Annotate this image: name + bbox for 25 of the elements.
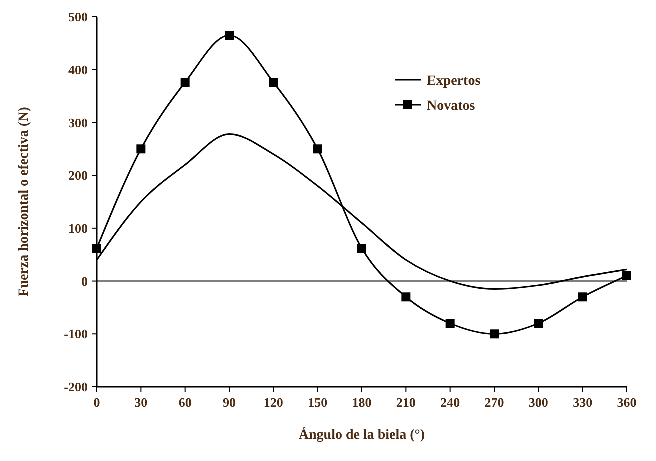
x-axis-title: Ángulo de la biela (°): [298, 426, 426, 443]
x-tick-label: 360: [617, 395, 637, 410]
y-tick-label: -200: [64, 380, 88, 395]
x-tick-label: 330: [573, 395, 593, 410]
y-tick-label: 500: [68, 10, 88, 25]
y-axis-title: Fuerza horizontal o efectiva (N): [17, 106, 32, 297]
y-tick-label: 200: [68, 168, 88, 184]
y-tick-label: 300: [68, 115, 88, 130]
x-tick-label: 150: [308, 395, 328, 410]
x-tick-label: 60: [178, 395, 192, 410]
x-tick-label: 180: [352, 395, 372, 410]
x-tick-label: 0: [94, 395, 100, 410]
y-tick-label: 0: [82, 274, 88, 289]
x-tick-label: 210: [396, 395, 416, 410]
x-tick-label: 120: [264, 395, 284, 410]
x-tick-label: 270: [484, 395, 504, 410]
legend-label: Novatos: [427, 98, 476, 114]
y-tick-label: 100: [68, 220, 88, 236]
y-tick-label: -100: [64, 326, 88, 342]
legend-label: Expertos: [427, 74, 482, 89]
y-tick-label: 400: [68, 62, 88, 78]
x-tick-label: 90: [223, 395, 236, 410]
x-tick-label: 240: [440, 395, 460, 410]
x-tick-label: 30: [134, 395, 148, 410]
x-tick-label: 300: [528, 395, 548, 410]
